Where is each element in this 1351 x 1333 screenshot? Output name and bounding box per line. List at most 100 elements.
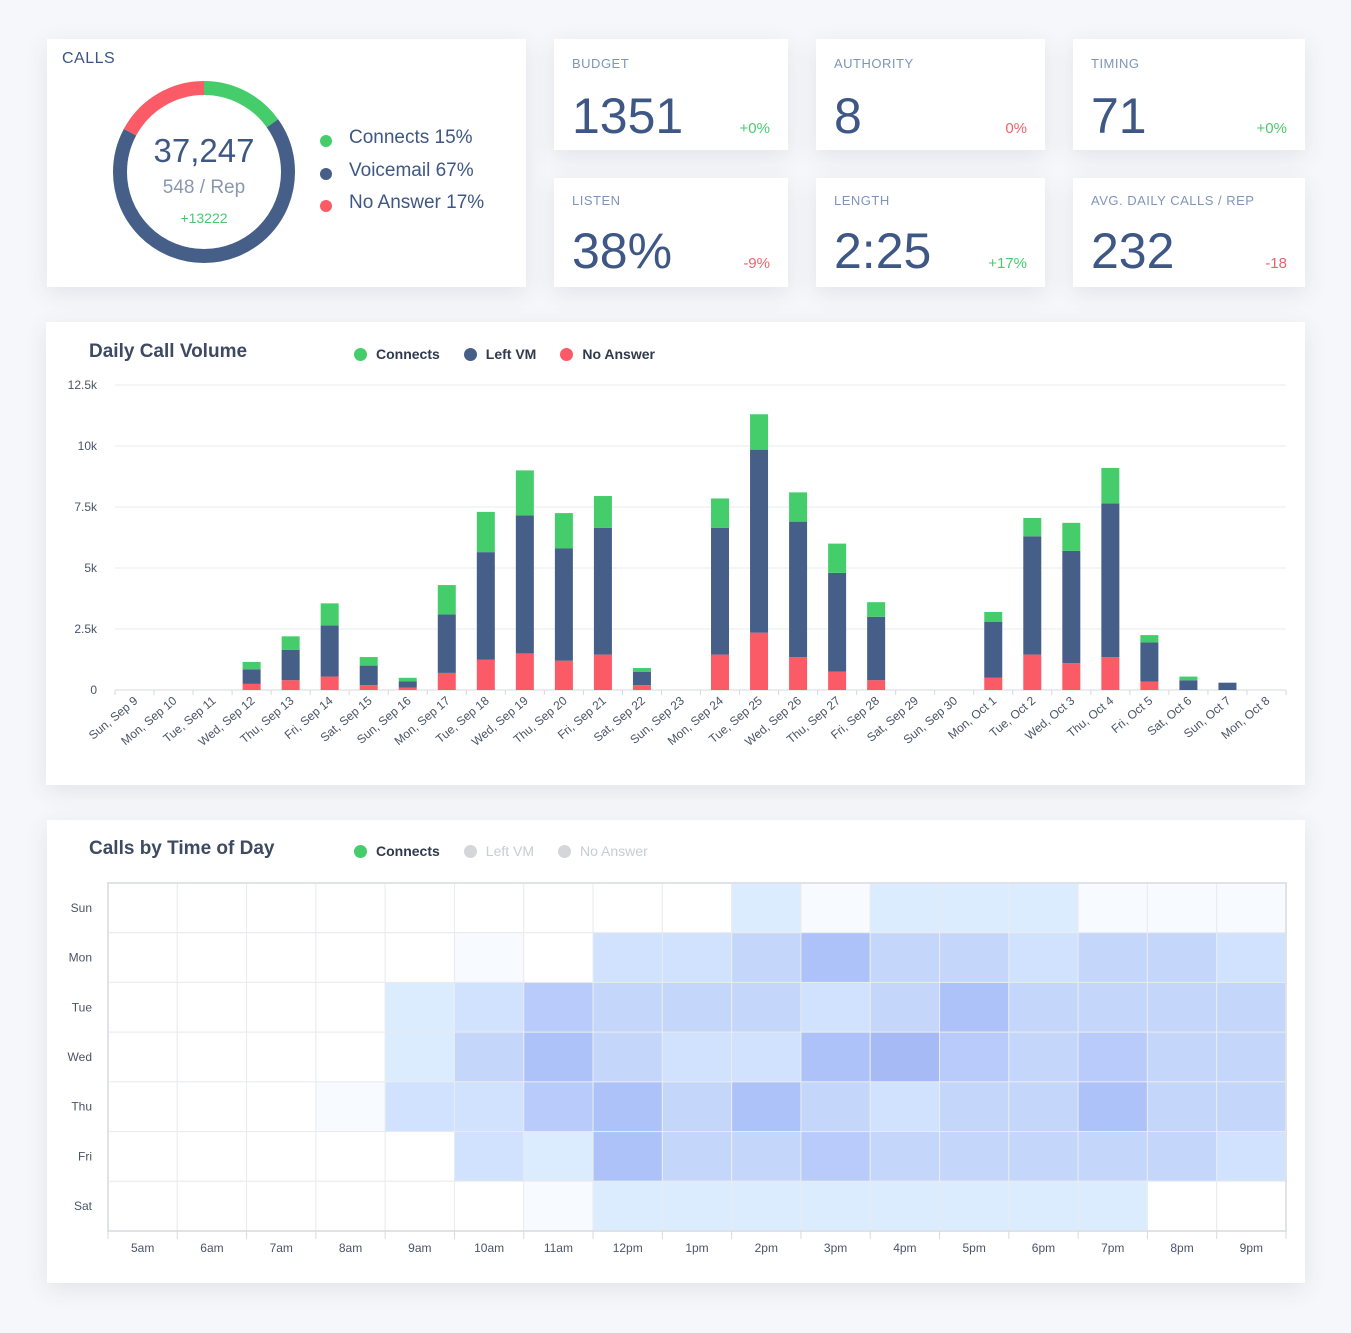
heatmap-cell[interactable]: [661, 981, 733, 1033]
heatmap-cell[interactable]: [107, 1031, 178, 1083]
bar-connects[interactable]: [1101, 467, 1120, 504]
heatmap-cell[interactable]: [731, 932, 802, 983]
heatmap-cell[interactable]: [869, 981, 941, 1033]
heatmap-cell[interactable]: [800, 1131, 871, 1182]
heatmap-cell[interactable]: [1008, 981, 1079, 1033]
heatmap-cell[interactable]: [1146, 882, 1218, 934]
stat-card-length[interactable]: LENGTH 2:25 +17%: [816, 178, 1045, 287]
heatmap-cell[interactable]: [315, 882, 386, 934]
bar-no-answer[interactable]: [437, 672, 456, 690]
bar-no-answer[interactable]: [1140, 681, 1159, 690]
heatmap-cell[interactable]: [246, 932, 317, 983]
bar-connects[interactable]: [828, 543, 847, 573]
heatmap-cell[interactable]: [384, 882, 455, 934]
heatmap-cell[interactable]: [592, 1081, 663, 1133]
heatmap-cell[interactable]: [523, 1180, 594, 1232]
heatmap-cell[interactable]: [523, 1031, 594, 1083]
heatmap-cell[interactable]: [800, 932, 871, 983]
bar-left-vm[interactable]: [359, 665, 378, 686]
bar-left-vm[interactable]: [1218, 682, 1237, 690]
bar-no-answer[interactable]: [398, 687, 417, 690]
heatmap-cell[interactable]: [1077, 882, 1148, 934]
bar-connects[interactable]: [242, 661, 261, 670]
heatmap-cell[interactable]: [453, 882, 525, 934]
heatmap-cell[interactable]: [869, 1131, 941, 1182]
bar-left-vm[interactable]: [515, 515, 534, 654]
heatmap-cell[interactable]: [453, 1180, 525, 1232]
heatmap-cell[interactable]: [315, 932, 386, 983]
heatmap-cell[interactable]: [731, 1081, 802, 1133]
bar-no-answer[interactable]: [711, 654, 730, 690]
heatmap-cell[interactable]: [939, 1180, 1010, 1232]
bar-left-vm[interactable]: [750, 449, 769, 633]
heatmap-cell[interactable]: [869, 1180, 941, 1232]
heatmap-cell[interactable]: [246, 882, 317, 934]
bar-connects[interactable]: [554, 513, 573, 549]
bar-no-answer[interactable]: [789, 657, 808, 690]
heatmap-cell[interactable]: [800, 1031, 871, 1083]
bar-no-answer[interactable]: [1062, 663, 1081, 690]
bar-no-answer[interactable]: [867, 680, 886, 690]
bar-no-answer[interactable]: [828, 671, 847, 690]
heatmap-cell[interactable]: [523, 981, 594, 1033]
bar-connects[interactable]: [632, 668, 651, 672]
stat-card-timing[interactable]: TIMING 71 +0%: [1073, 39, 1305, 150]
legend-item-left-vm[interactable]: Left VM: [463, 843, 534, 859]
heatmap-cell[interactable]: [315, 1081, 386, 1133]
bar-no-answer[interactable]: [1023, 654, 1042, 690]
heatmap-cell[interactable]: [523, 1131, 594, 1182]
heatmap-cell[interactable]: [176, 1081, 248, 1133]
heatmap-cell[interactable]: [176, 1031, 248, 1083]
heatmap-cell[interactable]: [800, 981, 871, 1033]
heatmap-cell[interactable]: [453, 981, 525, 1033]
heatmap-cell[interactable]: [1077, 1180, 1148, 1232]
heatmap-cell[interactable]: [176, 882, 248, 934]
bar-connects[interactable]: [593, 496, 612, 528]
heatmap-cell[interactable]: [107, 981, 178, 1033]
bar-no-answer[interactable]: [554, 660, 573, 690]
heatmap-cell[interactable]: [1008, 1131, 1079, 1182]
heatmap-cell[interactable]: [731, 1180, 802, 1232]
heatmap-cell[interactable]: [869, 1081, 941, 1133]
bar-connects[interactable]: [476, 511, 495, 553]
heatmap-cell[interactable]: [107, 1180, 178, 1232]
heatmap-cell[interactable]: [800, 882, 871, 934]
bar-left-vm[interactable]: [242, 669, 261, 684]
bar-left-vm[interactable]: [1140, 642, 1159, 682]
heatmap-cell[interactable]: [1077, 1081, 1148, 1133]
heatmap-cell[interactable]: [1146, 1031, 1218, 1083]
legend-item-left-vm[interactable]: Left VM: [463, 346, 536, 362]
heatmap-cell[interactable]: [939, 1031, 1010, 1083]
heatmap-cell[interactable]: [592, 1131, 663, 1182]
bar-left-vm[interactable]: [398, 681, 417, 688]
heatmap-cell[interactable]: [1008, 1031, 1079, 1083]
legend-item-connects[interactable]: Connects: [354, 346, 440, 362]
heatmap-cell[interactable]: [1216, 932, 1287, 983]
heatmap-cell[interactable]: [384, 1131, 455, 1182]
bar-left-vm[interactable]: [554, 548, 573, 661]
heatmap-cell[interactable]: [939, 981, 1010, 1033]
bar-connects[interactable]: [398, 677, 417, 682]
heatmap-cell[interactable]: [1216, 1131, 1287, 1182]
heatmap-cell[interactable]: [592, 981, 663, 1033]
heatmap-cell[interactable]: [176, 1180, 248, 1232]
heatmap-cell[interactable]: [939, 932, 1010, 983]
bar-no-answer[interactable]: [359, 685, 378, 690]
heatmap-cell[interactable]: [1216, 1180, 1287, 1232]
bar-left-vm[interactable]: [867, 616, 886, 681]
heatmap-cell[interactable]: [384, 981, 455, 1033]
heatmap-cell[interactable]: [661, 1180, 733, 1232]
heatmap-cell[interactable]: [592, 932, 663, 983]
heatmap-cell[interactable]: [176, 1131, 248, 1182]
bar-connects[interactable]: [515, 470, 534, 516]
heatmap-cell[interactable]: [800, 1180, 871, 1232]
bar-left-vm[interactable]: [320, 625, 339, 677]
bar-connects[interactable]: [359, 657, 378, 666]
heatmap-cell[interactable]: [384, 1031, 455, 1083]
bar-left-vm[interactable]: [711, 527, 730, 655]
bar-connects[interactable]: [867, 602, 886, 617]
heatmap-cell[interactable]: [523, 932, 594, 983]
bar-left-vm[interactable]: [1101, 503, 1120, 658]
bar-left-vm[interactable]: [1023, 536, 1042, 655]
stat-card-listen[interactable]: LISTEN 38% -9%: [554, 178, 788, 287]
